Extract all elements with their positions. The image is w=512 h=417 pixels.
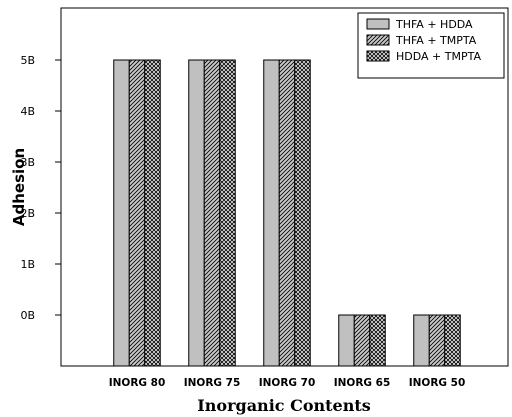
y-tick-label: 4B (20, 105, 35, 118)
bar-diagonal-hatch (278, 59, 296, 367)
y-tick-label: 1B (20, 258, 35, 271)
y-tick-label: 5B (20, 54, 35, 67)
y-axis-title: Adhesion (10, 148, 28, 226)
bar-solid-gray (338, 314, 355, 367)
x-tick-label: INORG 50 (409, 377, 466, 389)
x-axis-tick-labels: INORG 80 INORG 75 INORG 70 INORG 65 INORG 50 (109, 377, 466, 389)
x-tick-label: INORG 75 (184, 377, 241, 389)
bar-crosshatch (219, 59, 236, 367)
bar-crosshatch (369, 314, 386, 367)
bar-solid-gray (413, 314, 430, 367)
bar-groups (113, 59, 461, 367)
legend-swatch-solid-gray (366, 18, 390, 30)
x-tick-label: INORG 80 (109, 377, 166, 389)
bar-crosshatch (144, 59, 161, 367)
bar-solid-gray (113, 59, 130, 367)
legend-label: THFA + TMPTA (395, 34, 477, 47)
y-tick-label: 2B (20, 207, 35, 220)
legend-label: HDDA + TMPTA (396, 50, 481, 63)
bar-diagonal-hatch (203, 59, 221, 367)
x-tick-label: INORG 65 (334, 377, 391, 389)
bar-solid-gray (263, 59, 280, 367)
x-tick-label: INORG 70 (259, 377, 316, 389)
legend-swatch-crosshatch (366, 50, 390, 62)
legend-label: THFA + HDDA (395, 18, 473, 31)
bar-crosshatch (444, 314, 461, 367)
x-axis-title: Inorganic Contents (197, 396, 370, 415)
bar-solid-gray (188, 59, 205, 367)
legend-swatch-diagonal-hatch (366, 34, 390, 46)
y-axis-ticks: 0B 1B 2B 3B 4B 5B (20, 54, 61, 322)
legend-items: THFA + HDDA THFA + TMPTA HDDA + TMPTA (366, 18, 481, 63)
y-tick-label: 0B (20, 309, 35, 322)
bar-diagonal-hatch (428, 314, 446, 367)
bar-diagonal-hatch (353, 314, 371, 367)
bar-crosshatch (294, 59, 311, 367)
y-tick-label: 3B (20, 156, 35, 169)
bar-diagonal-hatch (128, 59, 146, 367)
legend: THFA + HDDA THFA + TMPTA HDDA + TMPTA (357, 12, 505, 79)
